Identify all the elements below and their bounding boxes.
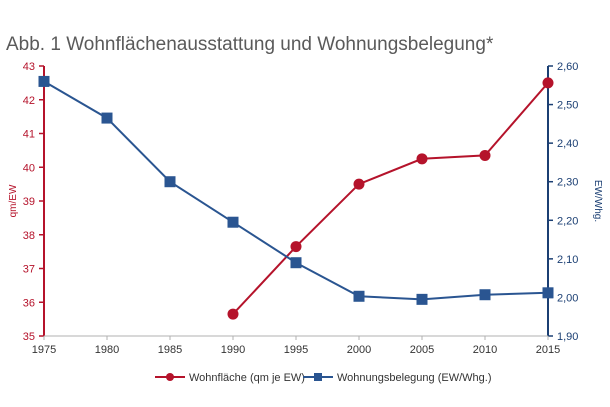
left-axis-tick-label: 43 <box>23 61 35 73</box>
chart-title: Abb. 1 Wohnflächenausstattung und Wohnun… <box>6 34 494 55</box>
legend-label: Wohnungsbelegung (EW/Whg.) <box>337 372 492 384</box>
right-axis-tick-label: 2,10 <box>557 254 578 266</box>
data-point-wohnungsbelegung <box>290 257 302 269</box>
left-axis-tick-label: 39 <box>23 196 35 208</box>
right-axis-tick-label: 2,60 <box>557 61 578 73</box>
x-axis-tick-label: 2000 <box>347 344 371 356</box>
legend-label: Wohnfläche (qm je EW) <box>189 372 305 384</box>
left-axis-tick-label: 37 <box>23 264 35 276</box>
left-axis-tick-label: 35 <box>23 331 35 343</box>
chart-legend: Wohnfläche (qm je EW) Wohnungsbelegung (E… <box>155 372 492 384</box>
data-point-wohnungsbelegung <box>38 75 50 87</box>
x-axis-tick-label: 1995 <box>284 344 308 356</box>
x-axis-tick-label: 2015 <box>536 344 560 356</box>
x-axis-tick-label: 1990 <box>221 344 245 356</box>
data-point-wohnungsbelegung <box>164 176 176 188</box>
left-axis-tick-label: 40 <box>23 162 35 174</box>
right-axis-tick-label: 2,20 <box>557 215 578 227</box>
left-axis-tick-label: 42 <box>23 95 35 107</box>
right-axis-tick-label: 2,50 <box>557 100 578 112</box>
x-axis-tick-label: 2005 <box>410 344 434 356</box>
series-line-wohnflaeche <box>232 82 549 315</box>
left-axis-tick-label: 38 <box>23 230 35 242</box>
data-point-wohnflaeche <box>479 149 491 161</box>
x-axis-tick-label: 1980 <box>95 344 119 356</box>
left-axis-label: qm/EW <box>8 184 19 217</box>
right-axis-tick-label: 1,90 <box>557 331 578 343</box>
data-point-wohnflaeche <box>416 153 428 165</box>
data-point-wohnungsbelegung <box>416 293 428 305</box>
x-axis-tick-label: 1975 <box>32 344 56 356</box>
right-axis-tick-label: 2,40 <box>557 138 578 150</box>
data-point-wohnungsbelegung <box>227 216 239 228</box>
x-axis-tick-label: 1985 <box>158 344 182 356</box>
data-point-wohnungsbelegung <box>542 287 554 299</box>
right-axis-tick-label: 2,00 <box>557 292 578 304</box>
legend-marker-square <box>314 373 322 381</box>
left-axis-tick-label: 36 <box>23 297 35 309</box>
data-point-wohnungsbelegung <box>101 112 113 124</box>
data-point-wohnflaeche <box>353 178 365 190</box>
data-point-wohnflaeche <box>227 308 239 320</box>
legend-marker-circle <box>166 373 174 381</box>
left-axis-tick-label: 41 <box>23 129 35 141</box>
right-axis-tick-label: 2,30 <box>557 177 578 189</box>
chart-series <box>38 75 554 320</box>
right-axis-label: EW/Whg. <box>592 180 603 222</box>
data-point-wohnungsbelegung <box>479 289 491 301</box>
chart-axes: 35 36 37 38 39 40 41 42 43 1,90 2,00 2,10 2,20 2,30 2,… <box>8 61 603 356</box>
x-axis-tick-label: 2010 <box>473 344 497 356</box>
data-point-wohnflaeche <box>290 241 302 253</box>
data-point-wohnungsbelegung <box>353 290 365 302</box>
data-point-wohnflaeche <box>542 77 554 89</box>
